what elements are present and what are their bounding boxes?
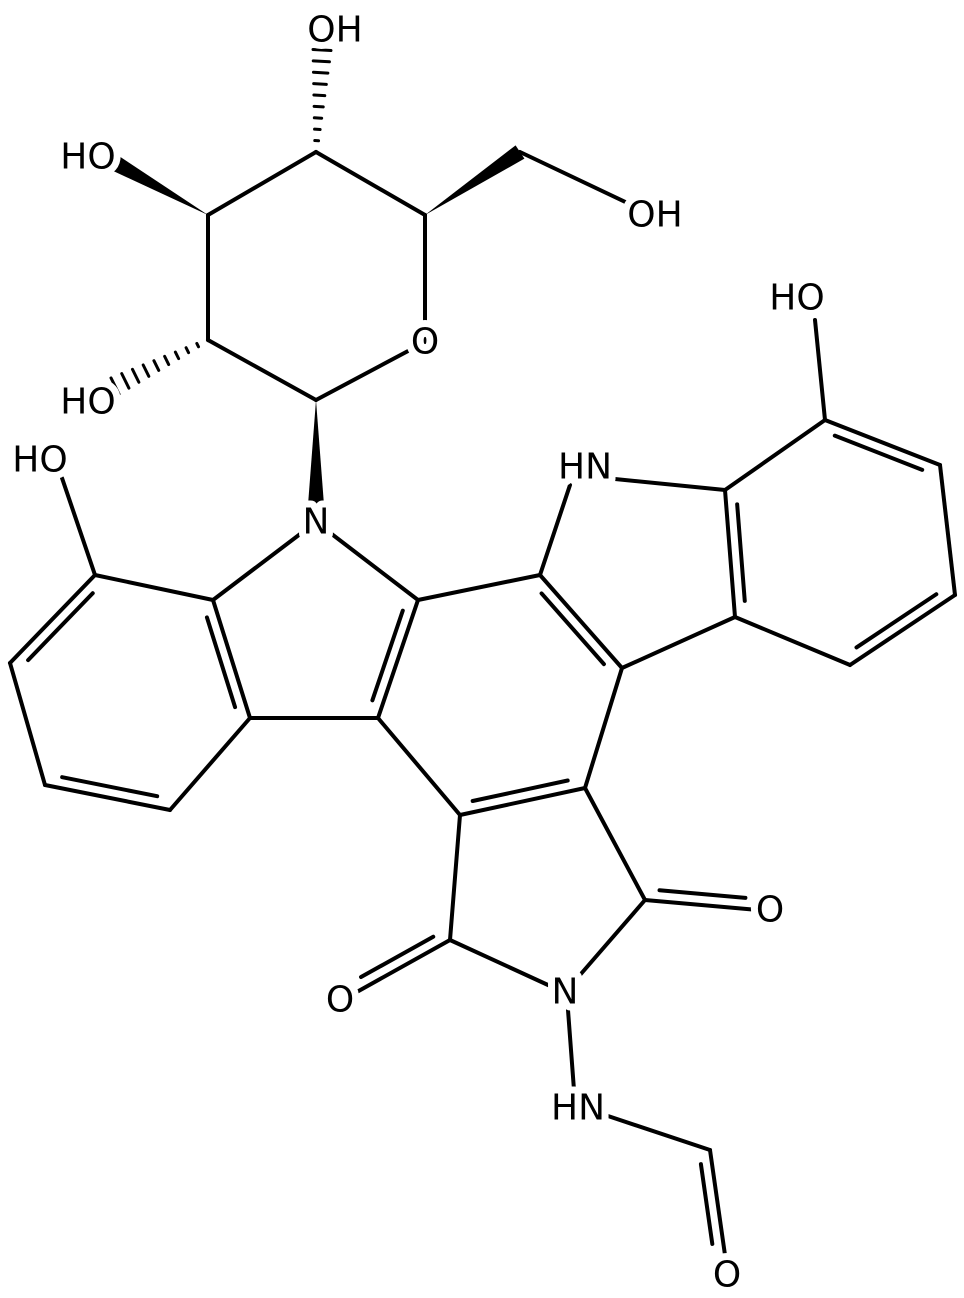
hash-bond xyxy=(152,359,161,372)
atom-label: HO xyxy=(769,278,824,319)
atom-label: HN xyxy=(551,1088,605,1129)
bond xyxy=(448,813,462,942)
atom-label: HO xyxy=(60,137,115,178)
bond xyxy=(643,898,760,912)
hash-bond xyxy=(312,104,325,109)
bond xyxy=(583,666,624,790)
bond xyxy=(583,786,647,902)
bond xyxy=(353,938,452,995)
bond xyxy=(708,1148,727,1257)
bond xyxy=(458,786,587,817)
hash-bond xyxy=(312,93,327,98)
bond xyxy=(370,608,405,703)
atom-label: HN xyxy=(558,447,612,488)
bond xyxy=(211,598,252,720)
bond xyxy=(26,591,95,663)
hash-bond xyxy=(130,367,141,384)
bond xyxy=(938,463,957,597)
bond xyxy=(854,592,939,650)
bond xyxy=(314,520,420,602)
hash-bond xyxy=(184,346,191,355)
atom-label: OH xyxy=(307,10,362,51)
bond xyxy=(206,338,318,402)
wedge-bond xyxy=(425,145,525,215)
bond xyxy=(657,888,748,900)
bond xyxy=(823,418,942,467)
bond xyxy=(359,934,436,980)
atom-labels: OH HO OH O HO HO N HN HO O O N HN O xyxy=(5,3,831,1298)
hash-bond xyxy=(173,350,181,361)
bond xyxy=(448,938,550,987)
bond xyxy=(832,433,925,472)
bond xyxy=(314,340,427,402)
atom-label: O xyxy=(326,980,354,1021)
bond xyxy=(470,778,570,804)
bond xyxy=(698,1162,715,1246)
bond xyxy=(723,488,737,619)
bond xyxy=(8,661,47,787)
hash-bond xyxy=(311,70,330,75)
bonds xyxy=(8,47,957,1257)
bond xyxy=(60,476,97,577)
hash-bond xyxy=(206,337,210,343)
bond xyxy=(566,1008,576,1092)
hash-bond xyxy=(311,47,333,53)
bond xyxy=(539,591,606,667)
bond xyxy=(376,716,462,817)
wedge-bond xyxy=(308,400,324,505)
atom-label: N xyxy=(303,502,330,543)
bond xyxy=(735,502,747,603)
bond xyxy=(60,775,160,799)
bond xyxy=(578,898,647,977)
wedge-bond xyxy=(111,156,208,215)
hash-bond xyxy=(141,363,151,378)
hash-bond xyxy=(311,59,331,64)
bond xyxy=(204,615,238,710)
hash-bond xyxy=(120,372,131,390)
bond xyxy=(733,615,852,667)
bond xyxy=(168,716,252,812)
hash-bond xyxy=(195,341,201,349)
bond xyxy=(813,318,827,422)
bond xyxy=(848,593,957,667)
bond xyxy=(43,783,172,812)
bond xyxy=(518,150,640,210)
bond xyxy=(8,573,97,665)
bond xyxy=(603,1113,712,1152)
hash-bond xyxy=(312,82,328,86)
bond xyxy=(206,150,318,217)
atom-label: N xyxy=(552,972,579,1013)
bond xyxy=(603,476,727,492)
bond xyxy=(93,573,215,602)
hash-bond xyxy=(163,354,171,367)
atom-label: O xyxy=(756,890,784,931)
bond xyxy=(620,615,737,670)
bond xyxy=(723,418,827,492)
atom-label: HO xyxy=(60,382,115,423)
atom-label: HO xyxy=(12,440,67,481)
atom-label: O xyxy=(411,322,439,363)
atom-label: O xyxy=(713,1255,741,1296)
bond xyxy=(538,573,624,670)
atom-label: OH xyxy=(627,195,682,236)
hash-bond xyxy=(109,376,121,396)
bond xyxy=(314,150,427,217)
bond xyxy=(538,483,572,577)
bond xyxy=(211,520,318,602)
bond xyxy=(416,573,542,602)
bond xyxy=(376,598,420,720)
